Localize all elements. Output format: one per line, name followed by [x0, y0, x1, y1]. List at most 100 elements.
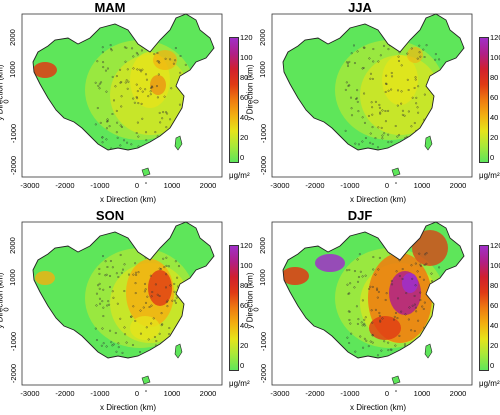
station-marker: [102, 288, 105, 291]
station-marker: [100, 81, 103, 84]
station-marker: [126, 87, 129, 90]
china-outline: [282, 13, 465, 151]
x-tick-label: 2000: [449, 181, 467, 190]
station-marker: [149, 93, 152, 96]
station-marker: [407, 88, 410, 91]
station-marker: [368, 57, 371, 60]
colorbar-tick-label: 120: [240, 241, 253, 250]
concentration-hotspot: [33, 62, 57, 78]
station-marker: [98, 297, 101, 300]
station-marker: [137, 271, 140, 274]
station-marker: [385, 83, 388, 86]
station-marker: [376, 354, 379, 357]
station-marker: [112, 343, 115, 346]
station-marker: [418, 51, 421, 54]
station-marker: [410, 329, 413, 332]
station-marker: [132, 273, 135, 276]
station-marker: [173, 282, 176, 285]
station-marker: [419, 299, 422, 302]
station-marker: [358, 253, 361, 256]
map-panel-djf: DJF y Direction (km) 2000 1000 0 -1000 -2000-…: [246, 208, 500, 415]
china-outline: [282, 221, 465, 359]
station-marker: [140, 49, 143, 52]
colorbar-tick-label: 20: [490, 341, 499, 350]
station-marker: [352, 44, 355, 47]
station-marker: [364, 316, 367, 319]
station-marker: [362, 46, 365, 49]
station-marker: [422, 48, 425, 51]
station-marker: [438, 351, 441, 354]
x-tick-label: -3000: [270, 389, 290, 398]
station-marker: [438, 266, 441, 269]
colorbar-tick-label: 80: [240, 73, 249, 82]
x-tick-label: 1000: [163, 389, 181, 398]
station-markers: [345, 252, 441, 358]
station-marker: [105, 127, 108, 130]
station-marker: [169, 58, 172, 61]
colorbar-tick-label: 80: [490, 281, 499, 290]
station-marker: [156, 96, 159, 99]
station-marker: [379, 112, 382, 115]
station-marker: [148, 351, 151, 354]
station-marker: [94, 123, 97, 126]
colorbar-tick-label: 60: [490, 301, 499, 310]
station-marker: [102, 66, 105, 69]
concentration-hotspot: [153, 50, 177, 70]
station-marker: [127, 80, 130, 83]
station-marker: [117, 346, 120, 349]
station-marker: [124, 60, 127, 63]
y-tick-label: 0: [251, 99, 261, 104]
concentration-hotspot: [402, 273, 418, 293]
station-marker: [413, 303, 416, 306]
station-marker: [129, 315, 132, 318]
y-tick-label: -1000: [9, 123, 19, 144]
station-marker: [430, 112, 433, 115]
colorbar-tick-label: 40: [240, 321, 249, 330]
station-marker: [115, 109, 118, 112]
station-marker: [357, 143, 360, 146]
colorbar-tick-label: 100: [490, 53, 500, 62]
station-marker: [348, 342, 351, 345]
station-marker: [414, 262, 417, 265]
colorbar-tick-label: 100: [240, 53, 253, 62]
station-marker: [168, 327, 171, 330]
station-marker: [101, 46, 104, 49]
x-axis-label: x Direction (km): [100, 195, 157, 204]
station-marker: [105, 138, 108, 141]
station-marker: [158, 111, 161, 114]
panel-title: DJF: [347, 208, 373, 223]
station-marker: [411, 346, 414, 349]
station-marker: [361, 140, 364, 143]
station-marker: [353, 270, 356, 273]
y-tick-label: 2000: [7, 237, 17, 254]
station-marker: [179, 71, 182, 74]
station-marker: [156, 135, 159, 138]
station-marker: [158, 61, 161, 64]
station-marker: [356, 100, 359, 103]
station-marker: [354, 142, 357, 145]
taiwan-outline: [174, 343, 183, 359]
station-marker: [143, 290, 146, 293]
station-marker: [186, 102, 189, 105]
station-marker: [394, 344, 397, 347]
station-marker: [165, 301, 168, 304]
station-marker: [390, 71, 393, 74]
station-marker: [376, 146, 379, 149]
station-marker: [415, 96, 418, 99]
station-marker: [95, 304, 98, 307]
station-marker: [345, 81, 348, 84]
station-marker: [363, 322, 366, 325]
map-panel-son: SON y Direction (km)200010000-1000-2000-…: [0, 208, 253, 415]
station-marker: [411, 304, 414, 307]
station-marker: [169, 118, 172, 121]
station-marker: [174, 47, 177, 50]
station-marker: [404, 345, 407, 348]
y-tick-label: 0: [1, 99, 11, 104]
station-marker: [379, 111, 382, 114]
station-marker: [417, 111, 420, 114]
station-marker: [398, 334, 401, 337]
station-marker: [156, 52, 159, 55]
station-marker: [134, 262, 137, 265]
station-marker: [425, 44, 428, 47]
station-marker: [169, 347, 172, 350]
